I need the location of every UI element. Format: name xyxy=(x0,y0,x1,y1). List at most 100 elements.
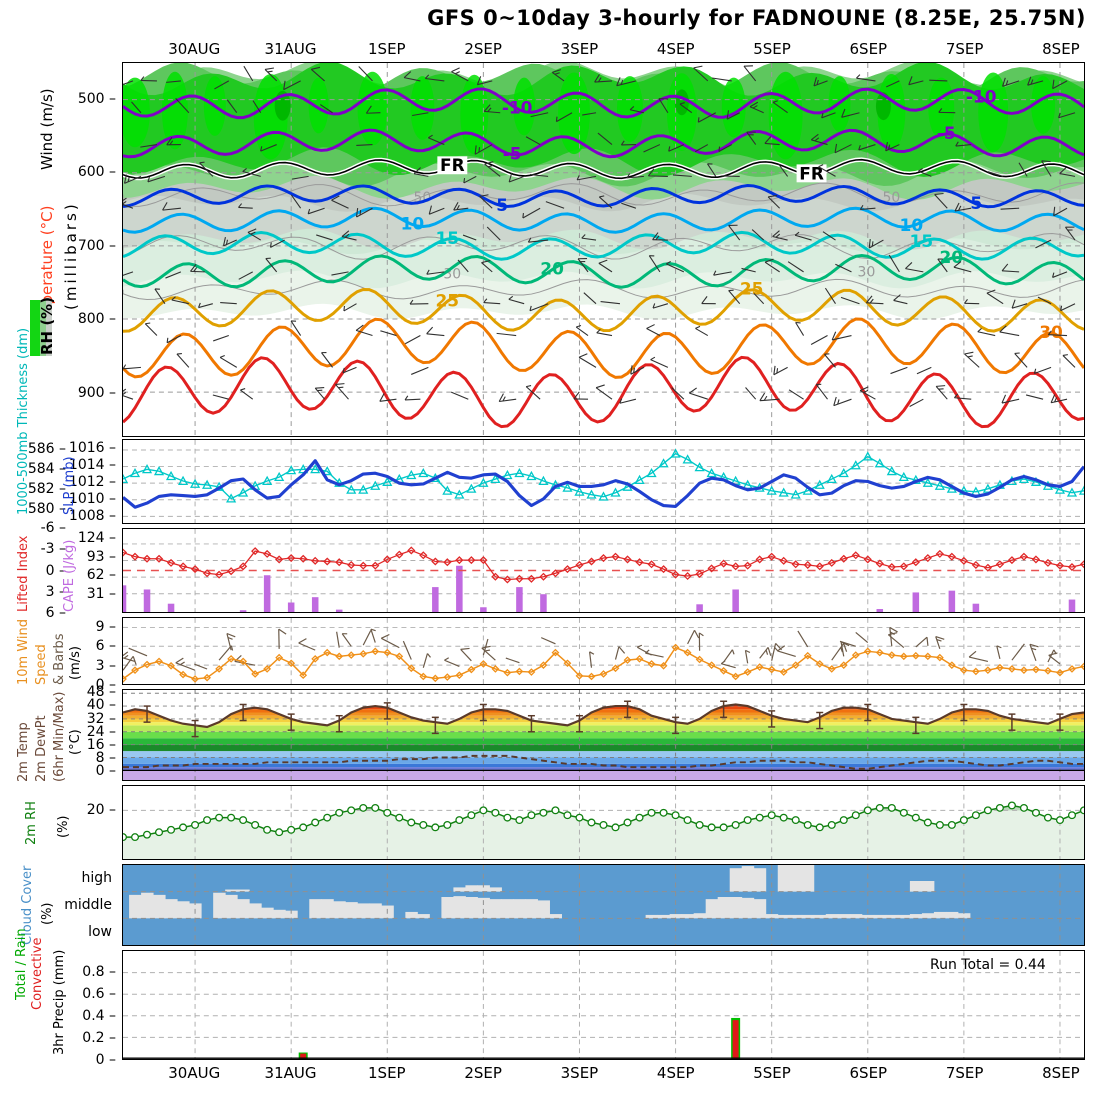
axis-label-2m-temp: 2m Temp xyxy=(16,722,31,782)
svg-text:-10: -10 xyxy=(502,98,533,118)
axis-label-rh: RH (%) xyxy=(38,296,56,355)
y-tick: 0 – xyxy=(45,562,66,579)
y-tick: -3 – xyxy=(40,541,66,558)
time-label-30aug: 30AUG xyxy=(168,40,221,58)
axis-label-2m-dewpt: 2m DewPt xyxy=(34,715,49,782)
svg-text:-10: -10 xyxy=(966,86,997,106)
y-tick: 24 – xyxy=(86,723,116,740)
y-tick: 31 – xyxy=(86,586,116,603)
cloud-row-label-low: low xyxy=(88,924,112,941)
panel-2m-temp-dewpt xyxy=(122,689,1085,781)
time-label-1sep: 1SEP xyxy=(368,40,406,58)
y-tick: 9 – xyxy=(95,618,116,635)
axis-label-precip-convective: Convective xyxy=(30,937,45,1010)
time-label-3sep: 3SEP xyxy=(560,1064,599,1082)
svg-text:10: 10 xyxy=(401,214,425,234)
y-tick: 0 – xyxy=(95,677,116,693)
panel-10m-wind xyxy=(122,617,1085,685)
bottom-time-axis: 30AUG 31AUG 1SEP 2SEP 3SEP 4SEP 5SEP 6SEP 7SEP 8S… xyxy=(122,1062,1085,1084)
axis-label-thickness: 1000-500mb Thickness (dm) xyxy=(16,327,31,515)
time-label-31aug: 31AUG xyxy=(264,1064,317,1082)
svg-text:FR: FR xyxy=(799,163,824,183)
svg-text:20: 20 xyxy=(540,259,564,279)
y-tick: 3 – xyxy=(95,657,116,674)
axis-label-millibars: (millibars) xyxy=(62,201,80,310)
svg-text:25: 25 xyxy=(740,279,764,299)
panel-upper-air: 50 50 30 30 -10 -10 -5 -5 FR FR 5 5 10 10 15 15 20 20 25 25… xyxy=(122,62,1085,437)
y-tick: 700 – xyxy=(77,237,116,254)
time-label-6sep: 6SEP xyxy=(849,1064,888,1082)
y-tick: 900 – xyxy=(77,384,116,401)
upper-air-yticks: 500 – 600 – 700 – 800 – 900 – xyxy=(72,62,116,437)
panel-2m-rh xyxy=(122,785,1085,860)
time-label-30aug: 30AUG xyxy=(168,1064,221,1082)
y-tick: 1008 – xyxy=(68,507,116,524)
axis-label-wind-barbs: & Barbs xyxy=(52,633,67,685)
svg-text:25: 25 xyxy=(436,290,460,310)
time-label-8sep: 8SEP xyxy=(1042,1064,1080,1082)
time-label-1sep: 1SEP xyxy=(368,1064,406,1082)
axis-label-wind: Wind (m/s) xyxy=(38,88,56,170)
panel-precip xyxy=(122,950,1085,1060)
cloud-row-label-middle: middle xyxy=(64,897,112,913)
page-title: GFS 0~10day 3-hourly for FADNOUNE (8.25E… xyxy=(427,6,1086,30)
y-tick: 0.2 – xyxy=(82,1030,116,1046)
precip-yticks: 0.8 – 0.6 – 0.4 – 0.2 – 0 – xyxy=(72,950,116,1068)
y-tick: 1010 – xyxy=(68,490,116,507)
svg-text:FR: FR xyxy=(440,155,465,175)
y-tick: 582 – xyxy=(27,481,66,497)
y-tick: 40 – xyxy=(86,697,116,714)
time-label-7sep: 7SEP xyxy=(945,1064,984,1082)
top-time-axis: 30AUG 31AUG 1SEP 2SEP 3SEP 4SEP 5SEP 6SEP 7SEP 8S… xyxy=(122,40,1085,60)
svg-text:10: 10 xyxy=(900,215,924,235)
axis-label-2m-rh: 2m RH xyxy=(24,801,39,845)
y-tick: 0.8 – xyxy=(82,964,116,980)
y-tick: 800 – xyxy=(77,311,116,328)
svg-text:-5: -5 xyxy=(937,123,956,143)
y-tick: 16 – xyxy=(86,736,116,753)
wind-yticks: 9 – 6 – 3 – 0 – xyxy=(72,617,116,693)
y-tick: 20 – xyxy=(86,802,116,818)
y-tick: 500 – xyxy=(77,90,116,107)
time-label-5sep: 5SEP xyxy=(753,1064,791,1082)
axis-label-wind-units: (m/s) xyxy=(68,646,83,680)
thickness-yticks: 586 – 584 – 582 – 580 – xyxy=(22,439,66,524)
svg-text:-5: -5 xyxy=(503,144,522,164)
time-label-2sep: 2SEP xyxy=(464,40,502,58)
axis-label-10m-wind: 10m Wind xyxy=(16,618,31,685)
time-label-6sep: 6SEP xyxy=(849,40,888,58)
time-label-3sep: 3SEP xyxy=(560,40,599,58)
axis-label-cape: CAPE (J/kg) xyxy=(62,539,77,612)
y-tick: 124 – xyxy=(77,529,116,546)
svg-text:20: 20 xyxy=(939,247,963,267)
y-tick: 1016 – xyxy=(68,439,116,456)
svg-text:5: 5 xyxy=(496,195,508,215)
y-tick: 3 – xyxy=(45,583,66,600)
y-tick: 48 – xyxy=(86,684,116,701)
svg-text:30: 30 xyxy=(858,265,876,281)
axis-label-cloud-units: (%) xyxy=(40,902,55,926)
rh-color-swatch xyxy=(30,300,52,356)
li-yticks: -6 – -3 – 0 – 3 – 6 – xyxy=(22,520,66,621)
panel-li-cape xyxy=(122,528,1085,613)
cape-yticks: 124 – 93 – 62 – 31 – xyxy=(72,528,116,613)
y-tick: 6 – xyxy=(95,638,116,655)
panel-cloud-cover xyxy=(122,864,1085,946)
temp-yticks: 48 –40 –32 –24 –16 –8 –0 – xyxy=(72,684,116,781)
time-label-2sep: 2SEP xyxy=(464,1064,502,1082)
axis-label-slp: SLP (mb) xyxy=(62,456,77,515)
y-tick: 600 – xyxy=(77,164,116,181)
time-label-4sep: 4SEP xyxy=(656,1064,695,1082)
y-tick: 0.4 – xyxy=(82,1008,116,1024)
y-tick: 0 – xyxy=(95,1052,116,1068)
svg-text:15: 15 xyxy=(910,231,934,251)
y-tick: 580 – xyxy=(27,501,66,517)
y-tick: 0 – xyxy=(95,763,116,780)
time-label-5sep: 5SEP xyxy=(753,40,791,58)
axis-label-minmax: (6hr Min/Max) xyxy=(52,691,67,782)
y-tick: 1014 – xyxy=(68,456,116,473)
rh-yticks: 20 – xyxy=(72,785,116,860)
time-label-4sep: 4SEP xyxy=(656,40,695,58)
y-tick: 8 – xyxy=(95,750,116,766)
y-tick: -6 – xyxy=(40,520,66,536)
